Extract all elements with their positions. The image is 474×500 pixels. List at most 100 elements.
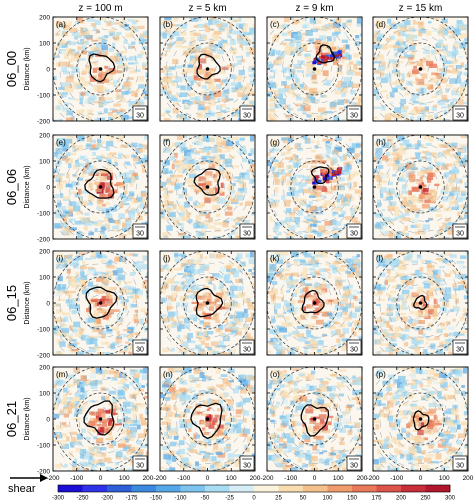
- field-cell: [253, 66, 255, 71]
- field-cell: [101, 279, 110, 285]
- field-cell: [183, 201, 191, 208]
- field-cell: [284, 202, 291, 207]
- field-cell: [392, 206, 400, 211]
- field-cell: [234, 109, 243, 115]
- wind-vector: [321, 111, 328, 114]
- wind-vector: [164, 284, 168, 291]
- panel-i: [53, 251, 148, 355]
- wind-vector: [69, 92, 74, 98]
- field-cell: [374, 212, 379, 216]
- wind-vector: [185, 199, 190, 206]
- wind-vector: [116, 206, 123, 211]
- field-cell: [310, 97, 316, 103]
- field-cell: [122, 354, 128, 355]
- field-cell: [239, 31, 247, 37]
- field-cell: [332, 154, 341, 157]
- field-cell: [215, 274, 224, 279]
- range-ring: [183, 160, 232, 214]
- reference-vector-box: [452, 105, 468, 121]
- field-cell: [448, 201, 456, 206]
- field-cell: [72, 68, 80, 74]
- field-cell: [143, 264, 148, 270]
- field-cell: [300, 17, 305, 24]
- field-cell: [107, 98, 114, 103]
- field-cell: [134, 93, 138, 98]
- field-cell: [161, 314, 167, 317]
- field-cell: [101, 274, 109, 279]
- field-cell: [275, 93, 283, 99]
- wind-vector: [101, 156, 108, 159]
- field-cell: [105, 213, 113, 219]
- field-cell: [274, 162, 281, 168]
- wind-vector: [98, 81, 105, 84]
- field-cell: [424, 199, 431, 204]
- field-cell: [63, 53, 70, 60]
- field-cell: [458, 157, 467, 164]
- field-cell: [431, 72, 438, 76]
- field-cell: [387, 18, 392, 24]
- field-cell: [89, 76, 96, 82]
- wind-vector: [165, 179, 168, 186]
- field-cell: [287, 108, 292, 115]
- field-cell: [269, 98, 274, 102]
- field-cell: [164, 108, 172, 112]
- field-cell: [274, 104, 278, 109]
- wind-vector: [214, 312, 220, 317]
- field-cell: [174, 27, 182, 32]
- field-cell: [219, 191, 225, 196]
- field-cell: [66, 173, 70, 179]
- field-cell: [346, 84, 350, 88]
- field-cell: [219, 190, 224, 193]
- field-cell: [146, 252, 148, 256]
- field-cell: [239, 145, 246, 152]
- field-cell: [387, 188, 395, 194]
- y-tick-label: -200: [37, 119, 50, 126]
- wind-vector: [233, 87, 238, 93]
- field-cell: [456, 119, 462, 121]
- wind-vector: [389, 199, 393, 206]
- field-cell: [373, 156, 379, 162]
- field-cell: [414, 231, 421, 235]
- wind-vector: [398, 210, 404, 215]
- field-cell: [269, 103, 277, 108]
- field-cell: [433, 104, 438, 108]
- wind-vector: [431, 145, 438, 149]
- wind-vector: [135, 87, 140, 93]
- field-cell: [280, 151, 289, 155]
- field-cell: [175, 322, 182, 327]
- field-cell: [190, 294, 198, 299]
- field-cell: [276, 63, 282, 66]
- field-cell: [297, 189, 303, 194]
- field-cell: [335, 136, 342, 142]
- wind-vector: [453, 45, 457, 51]
- wind-vector: [312, 92, 319, 94]
- field-cell: [219, 281, 225, 288]
- field-cell: [464, 38, 468, 42]
- field-cell: [286, 236, 294, 239]
- field-cell: [192, 100, 199, 105]
- wind-vector: [181, 40, 187, 45]
- field-cell: [77, 188, 82, 195]
- field-cell: [315, 254, 323, 258]
- field-cell: [94, 271, 102, 275]
- field-cell: [360, 351, 362, 355]
- field-cell: [304, 350, 308, 355]
- field-cell: [252, 267, 255, 271]
- field-cell: [451, 167, 458, 172]
- field-cell: [236, 195, 244, 201]
- field-cell: [269, 216, 273, 220]
- field-cell: [285, 303, 293, 309]
- wind-vector: [436, 183, 439, 190]
- field-cell: [322, 59, 327, 63]
- field-cell: [268, 83, 274, 88]
- field-cell: [175, 159, 183, 166]
- field-cell: [178, 114, 186, 120]
- wind-vector: [283, 199, 287, 206]
- field-cell: [99, 193, 106, 200]
- field-cell: [126, 78, 130, 83]
- wind-vector: [111, 261, 118, 265]
- field-cell: [403, 139, 410, 145]
- field-cell: [176, 165, 184, 170]
- field-cell: [346, 170, 351, 174]
- field-cell: [305, 161, 311, 164]
